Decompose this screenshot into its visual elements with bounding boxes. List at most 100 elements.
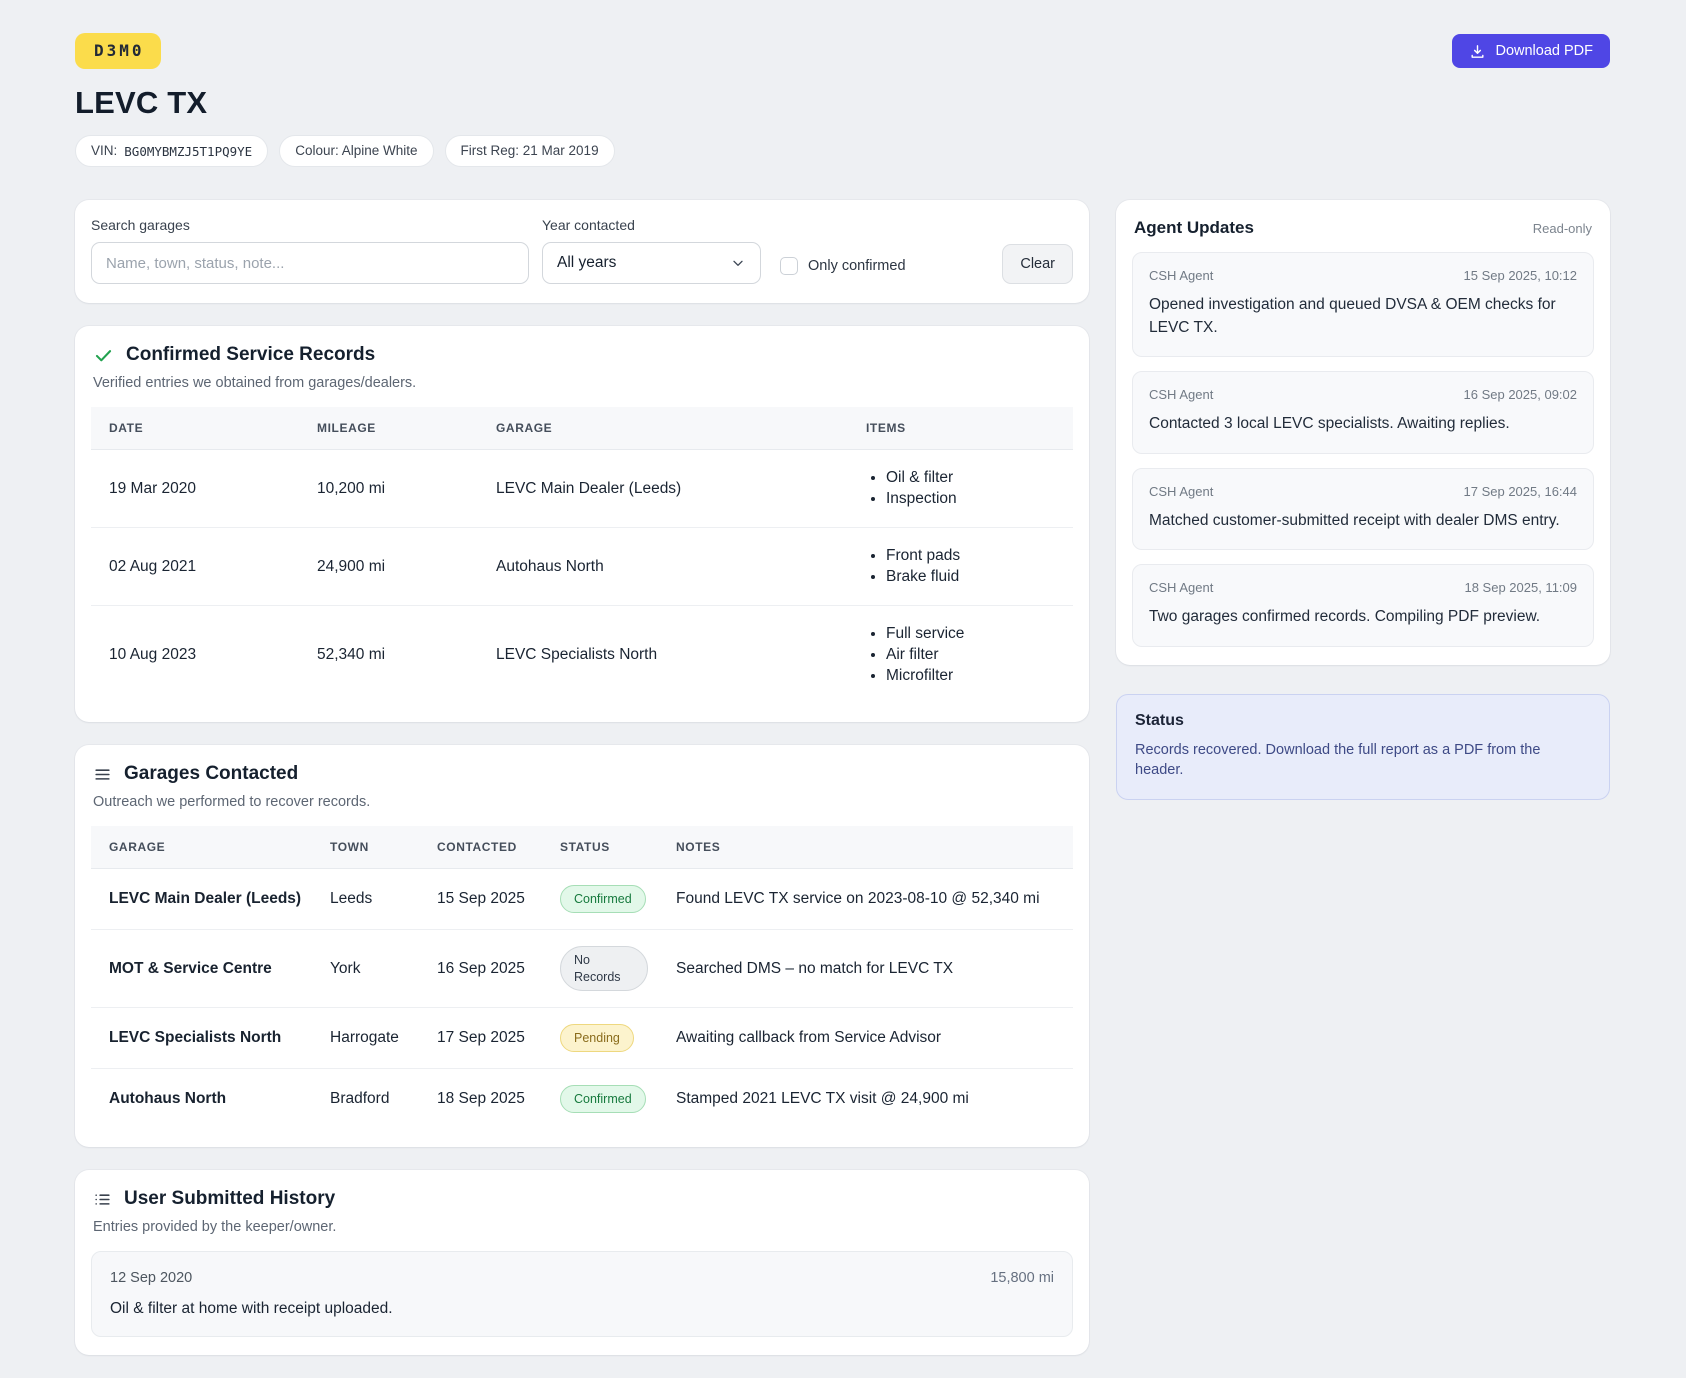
vehicle-pills: VIN: BG0MYBMZJ5T1PQ9YE Colour: Alpine Wh… bbox=[75, 135, 1610, 167]
record-garage: LEVC Main Dealer (Leeds) bbox=[478, 450, 848, 528]
confirmed-records-title: Confirmed Service Records bbox=[126, 344, 375, 366]
garages-contacted-subtitle: Outreach we performed to recover records… bbox=[91, 794, 1073, 810]
garage-notes: Searched DMS – no match for LEVC TX bbox=[658, 930, 1073, 1008]
agent-updates-card: Agent Updates Read-only CSH Agent 15 Sep… bbox=[1116, 200, 1610, 664]
agent-name: CSH Agent bbox=[1149, 580, 1213, 595]
only-confirmed-label: Only confirmed bbox=[808, 258, 906, 274]
search-label: Search garages bbox=[91, 217, 529, 233]
update-header: CSH Agent 17 Sep 2025, 16:44 bbox=[1149, 484, 1577, 499]
search-field-group: Search garages bbox=[91, 217, 529, 284]
garage-contacted-date: 18 Sep 2025 bbox=[419, 1069, 542, 1130]
year-select[interactable]: All years bbox=[542, 242, 761, 284]
garage-name: LEVC Specialists North bbox=[91, 1007, 312, 1068]
record-item: Microfilter bbox=[886, 667, 1063, 685]
col-date: DATE bbox=[91, 407, 299, 450]
agent-update-item: CSH Agent 17 Sep 2025, 16:44 Matched cus… bbox=[1132, 468, 1594, 550]
clear-filters-button[interactable]: Clear bbox=[1002, 244, 1073, 284]
update-header: CSH Agent 15 Sep 2025, 10:12 bbox=[1149, 268, 1577, 283]
record-item: Inspection bbox=[886, 490, 1063, 508]
vin-label: VIN: bbox=[91, 143, 117, 159]
garage-notes: Awaiting callback from Service Advisor bbox=[658, 1007, 1073, 1068]
vin-pill: VIN: BG0MYBMZJ5T1PQ9YE bbox=[75, 135, 268, 167]
status-panel-message: Records recovered. Download the full rep… bbox=[1135, 740, 1591, 781]
year-select-value: All years bbox=[557, 254, 616, 272]
search-input[interactable] bbox=[91, 242, 529, 284]
garage-name: LEVC Main Dealer (Leeds) bbox=[91, 869, 312, 930]
colour-pill: Colour: Alpine White bbox=[279, 135, 433, 167]
record-item: Air filter bbox=[886, 646, 1063, 664]
confirmed-records-table: DATE MILEAGE GARAGE ITEMS 19 Mar 2020 10… bbox=[91, 407, 1073, 704]
record-items: Oil & filter Inspection bbox=[866, 469, 1063, 508]
update-timestamp: 17 Sep 2025, 16:44 bbox=[1464, 484, 1578, 499]
update-message: Matched customer-submitted receipt with … bbox=[1149, 510, 1577, 532]
record-mileage: 52,340 mi bbox=[299, 606, 478, 705]
status-badge: Pending bbox=[560, 1024, 634, 1052]
col-status: STATUS bbox=[542, 826, 658, 869]
garage-town: York bbox=[312, 930, 419, 1008]
update-timestamp: 16 Sep 2025, 09:02 bbox=[1464, 387, 1578, 402]
col-contacted: CONTACTED bbox=[419, 826, 542, 869]
page-title: LEVC TX bbox=[75, 85, 1610, 121]
update-header: CSH Agent 18 Sep 2025, 11:09 bbox=[1149, 580, 1577, 595]
garage-contacted-date: 15 Sep 2025 bbox=[419, 869, 542, 930]
garage-notes: Found LEVC TX service on 2023-08-10 @ 52… bbox=[658, 869, 1073, 930]
garage-town: Bradford bbox=[312, 1069, 419, 1130]
user-history-title: User Submitted History bbox=[124, 1188, 335, 1210]
update-message: Contacted 3 local LEVC specialists. Awai… bbox=[1149, 413, 1577, 435]
entry-mileage: 15,800 mi bbox=[990, 1270, 1054, 1286]
list-icon bbox=[93, 1190, 112, 1209]
garage-contacted-date: 17 Sep 2025 bbox=[419, 1007, 542, 1068]
header: D3M0 Download PDF bbox=[75, 33, 1610, 69]
sidebar: Agent Updates Read-only CSH Agent 15 Sep… bbox=[1116, 200, 1610, 800]
col-mileage: MILEAGE bbox=[299, 407, 478, 450]
table-row: 10 Aug 2023 52,340 mi LEVC Specialists N… bbox=[91, 606, 1073, 705]
record-item: Oil & filter bbox=[886, 469, 1063, 487]
record-item: Brake fluid bbox=[886, 568, 1063, 586]
agent-update-item: CSH Agent 15 Sep 2025, 10:12 Opened inve… bbox=[1132, 252, 1594, 357]
menu-lines-icon bbox=[93, 765, 112, 784]
update-message: Two garages confirmed records. Compiling… bbox=[1149, 606, 1577, 628]
col-items: ITEMS bbox=[848, 407, 1073, 450]
col-garage: GARAGE bbox=[478, 407, 848, 450]
demo-badge: D3M0 bbox=[75, 33, 161, 69]
check-icon bbox=[93, 345, 114, 366]
agent-updates-header: Agent Updates Read-only bbox=[1132, 218, 1594, 238]
content-grid: Search garages Year contacted All years … bbox=[75, 200, 1610, 1378]
agent-name: CSH Agent bbox=[1149, 268, 1213, 283]
table-header-row: GARAGE TOWN CONTACTED STATUS NOTES bbox=[91, 826, 1073, 869]
record-mileage: 10,200 mi bbox=[299, 450, 478, 528]
status-badge: Confirmed bbox=[560, 885, 646, 913]
update-header: CSH Agent 16 Sep 2025, 09:02 bbox=[1149, 387, 1577, 402]
col-garage: GARAGE bbox=[91, 826, 312, 869]
download-pdf-button[interactable]: Download PDF bbox=[1452, 34, 1610, 68]
year-contacted-label: Year contacted bbox=[542, 217, 761, 233]
filter-bar: Search garages Year contacted All years … bbox=[75, 200, 1089, 303]
agent-update-item: CSH Agent 16 Sep 2025, 09:02 Contacted 3… bbox=[1132, 371, 1594, 453]
main-column: Search garages Year contacted All years … bbox=[75, 200, 1089, 1378]
chevron-down-icon bbox=[730, 255, 746, 271]
entry-header: 12 Sep 2020 15,800 mi bbox=[110, 1270, 1054, 1286]
only-confirmed-checkbox[interactable] bbox=[780, 257, 798, 275]
only-confirmed-group: Only confirmed bbox=[780, 257, 906, 275]
record-item: Front pads bbox=[886, 547, 1063, 565]
update-message: Opened investigation and queued DVSA & O… bbox=[1149, 294, 1577, 339]
confirmed-records-subtitle: Verified entries we obtained from garage… bbox=[91, 375, 1073, 391]
entry-note: Oil & filter at home with receipt upload… bbox=[110, 1300, 1054, 1318]
garage-notes: Stamped 2021 LEVC TX visit @ 24,900 mi bbox=[658, 1069, 1073, 1130]
user-history-entry: 12 Sep 2020 15,800 mi Oil & filter at ho… bbox=[91, 1251, 1073, 1337]
table-row: LEVC Specialists North Harrogate 17 Sep … bbox=[91, 1007, 1073, 1068]
record-date: 10 Aug 2023 bbox=[91, 606, 299, 705]
col-notes: NOTES bbox=[658, 826, 1073, 869]
table-row: LEVC Main Dealer (Leeds) Leeds 15 Sep 20… bbox=[91, 869, 1073, 930]
page: D3M0 Download PDF LEVC TX VIN: BG0MYBMZJ… bbox=[0, 0, 1686, 1378]
agent-name: CSH Agent bbox=[1149, 484, 1213, 499]
status-badge: Confirmed bbox=[560, 1085, 646, 1113]
record-item: Full service bbox=[886, 625, 1063, 643]
year-field-group: Year contacted All years bbox=[542, 217, 761, 284]
garages-contacted-title: Garages Contacted bbox=[124, 763, 298, 785]
update-timestamp: 15 Sep 2025, 10:12 bbox=[1464, 268, 1578, 283]
record-garage: Autohaus North bbox=[478, 528, 848, 606]
status-panel-title: Status bbox=[1135, 712, 1591, 730]
garages-contacted-card: Garages Contacted Outreach we performed … bbox=[75, 745, 1089, 1147]
record-date: 19 Mar 2020 bbox=[91, 450, 299, 528]
